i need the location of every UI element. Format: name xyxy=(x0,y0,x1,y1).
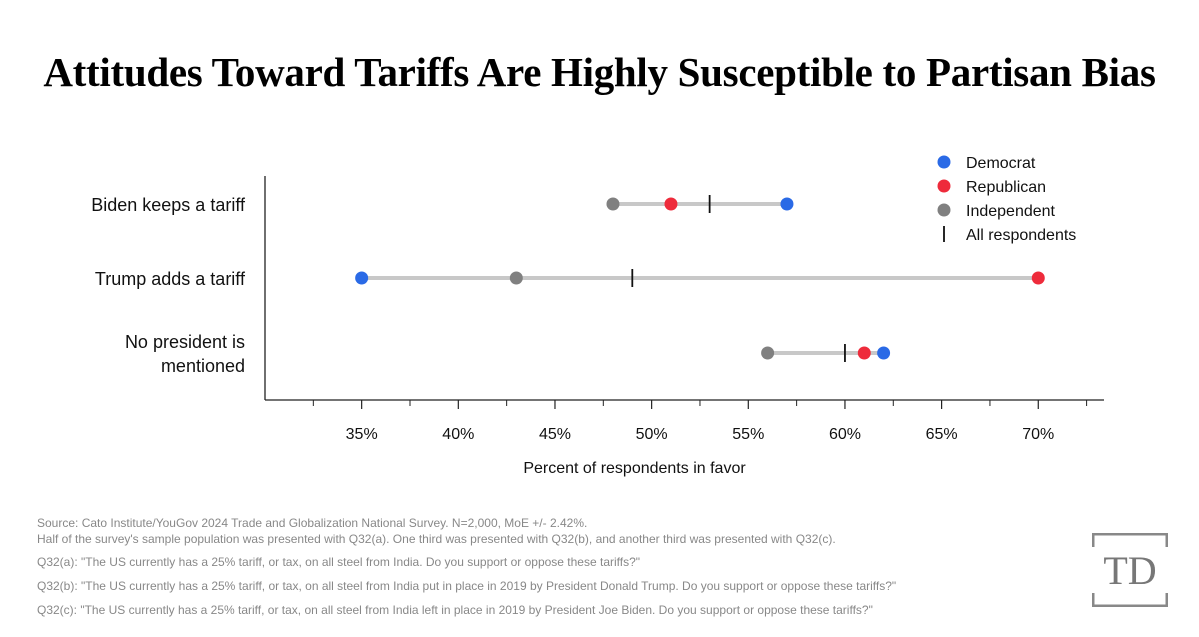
category-label: Biden keeps a tariff xyxy=(91,195,246,215)
democrat-dot xyxy=(877,346,891,360)
footnote-q32a: Q32(a): "The US currently has a 25% tari… xyxy=(37,555,641,569)
category-label: mentioned xyxy=(161,356,245,376)
independent-dot xyxy=(509,271,523,285)
legend-label: Independent xyxy=(966,203,1056,220)
x-tick-label: 35% xyxy=(346,426,378,443)
x-tick-label: 50% xyxy=(636,426,668,443)
category-label: Trump adds a tariff xyxy=(95,269,246,289)
footnote-source: Source: Cato Institute/YouGov 2024 Trade… xyxy=(37,516,588,530)
democrat-dot xyxy=(355,271,369,285)
legend-label: Republican xyxy=(966,179,1046,196)
x-axis-title: Percent of respondents in favor xyxy=(523,460,746,477)
footnote-sample: Half of the survey's sample population w… xyxy=(37,532,836,546)
chart-title: Attitudes Toward Tariffs Are Highly Susc… xyxy=(43,49,1156,95)
x-tick-label: 65% xyxy=(926,426,958,443)
td-logo: TD xyxy=(1092,533,1168,607)
legend-democrat-dot xyxy=(937,155,951,169)
democrat-dot xyxy=(780,197,794,211)
footnote-q32b: Q32(b): "The US currently has a 25% tari… xyxy=(37,579,897,593)
legend-republican-dot xyxy=(937,179,951,193)
x-tick-label: 45% xyxy=(539,426,571,443)
footnote-q32c: Q32(c): "The US currently has a 25% tari… xyxy=(37,603,873,617)
x-tick-label: 55% xyxy=(732,426,764,443)
republican-dot xyxy=(1031,271,1045,285)
category-label: No president is xyxy=(125,332,245,352)
legend-label: Democrat xyxy=(966,155,1036,172)
legend-independent-dot xyxy=(937,203,951,217)
republican-dot xyxy=(857,346,871,360)
svg-text:TD: TD xyxy=(1103,548,1156,593)
independent-dot xyxy=(761,346,775,360)
independent-dot xyxy=(606,197,620,211)
dot-range-chart: 35% 40% 45% 50% 55% 60% 65% 70% Percent of respo… xyxy=(91,155,1104,477)
x-tick-label: 70% xyxy=(1022,426,1054,443)
x-tick-label: 60% xyxy=(829,426,861,443)
legend-label: All respondents xyxy=(966,227,1076,244)
republican-dot xyxy=(664,197,678,211)
x-tick-label: 40% xyxy=(442,426,474,443)
